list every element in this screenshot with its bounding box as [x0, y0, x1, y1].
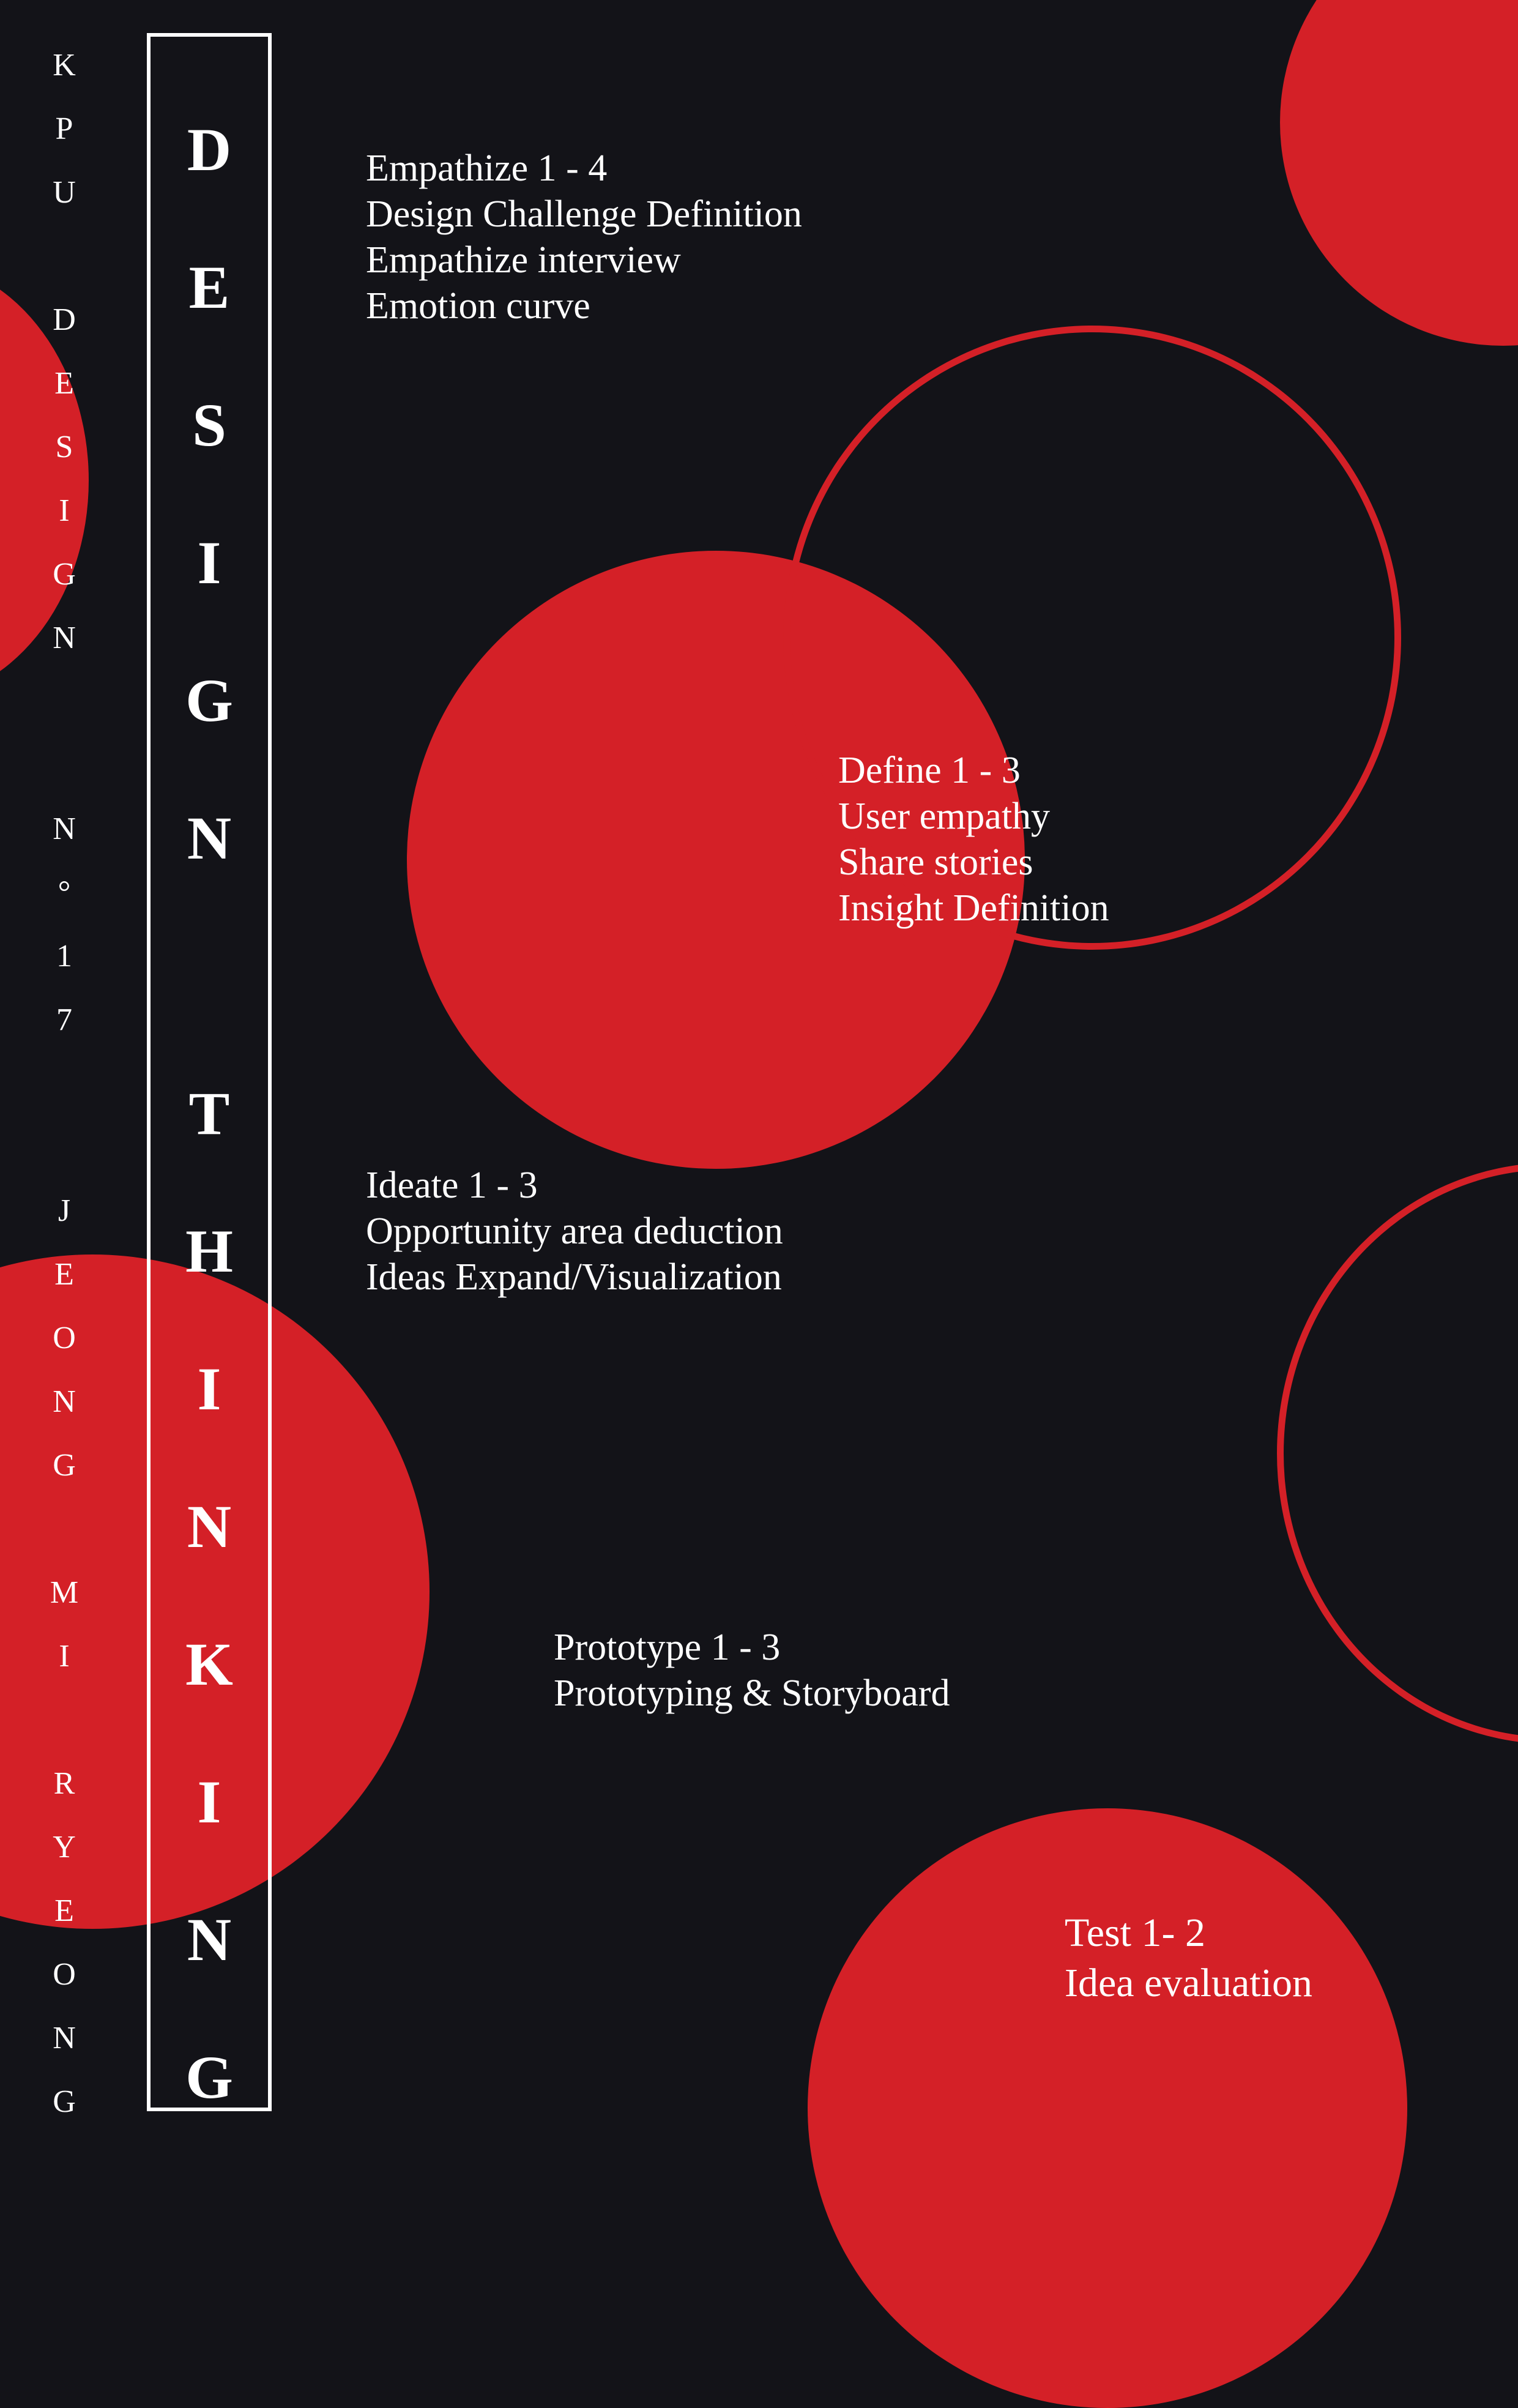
credit-letter: K: [53, 48, 76, 83]
stage-test: Test 1- 2 Idea evaluation: [1065, 1908, 1312, 2008]
title-letter: I: [197, 529, 221, 597]
credit-letter: E: [54, 1893, 74, 1928]
credit-letter: G: [53, 557, 76, 592]
credit-letter: M: [50, 1575, 79, 1610]
credit-letter: 7: [56, 1002, 72, 1037]
credit-letter: P: [55, 111, 73, 146]
stage-item: User empathy: [838, 796, 1051, 837]
credit-letter: Y: [53, 1830, 76, 1865]
title-letter: S: [192, 391, 226, 459]
stage-heading: Prototype 1 - 3: [554, 1627, 781, 1668]
decorative-ring-right: [1277, 1163, 1518, 1744]
title-letter: N: [187, 1906, 232, 1974]
credit-letter: N: [53, 2021, 76, 2056]
title-letter: I: [197, 1355, 221, 1423]
credit-letter: E: [54, 366, 74, 401]
credit-letter: O: [53, 1321, 76, 1355]
credit-letter: 1: [56, 939, 72, 974]
credit-letter: R: [53, 1766, 75, 1801]
stage-item: Prototyping & Storyboard: [554, 1672, 950, 1714]
decorative-circle-top-right: [1280, 0, 1518, 346]
stage-item: Empathize interview: [366, 239, 681, 281]
stage-prototype: Prototype 1 - 3 Prototyping & Storyboard: [554, 1625, 950, 1717]
title-letter: T: [188, 1079, 230, 1147]
stage-item: Emotion curve: [366, 285, 590, 327]
title-letter: I: [197, 1768, 221, 1836]
credit-letter: N: [53, 621, 76, 655]
stage-heading: Define 1 - 3: [838, 750, 1021, 791]
stage-define: Define 1 - 3 User empathy Share stories …: [838, 748, 1109, 931]
credit-letter: J: [58, 1193, 71, 1228]
title-letter: H: [185, 1217, 233, 1285]
credit-letter: G: [53, 2084, 76, 2119]
credit-letter: °: [58, 875, 71, 910]
title-letter: K: [185, 1630, 233, 1698]
credit-letter: O: [53, 1957, 76, 1992]
stage-item: Ideas Expand/Visualization: [366, 1256, 782, 1298]
credit-letter: I: [59, 493, 70, 528]
credit-letter: D: [53, 302, 76, 337]
stage-item: Idea evaluation: [1065, 1961, 1312, 2005]
stage-item: Design Challenge Definition: [366, 193, 802, 235]
stage-item: Insight Definition: [838, 887, 1109, 929]
stage-ideate: Ideate 1 - 3 Opportunity area deduction …: [366, 1163, 783, 1300]
stage-heading: Ideate 1 - 3: [366, 1165, 538, 1206]
title-letter: E: [188, 253, 230, 321]
title-letter: G: [185, 2043, 233, 2111]
credit-letter: N: [53, 1384, 76, 1419]
stage-empathize: Empathize 1 - 4 Design Challenge Definit…: [366, 146, 802, 329]
credit-letter: N: [53, 811, 76, 846]
stage-item: Share stories: [838, 841, 1033, 883]
decorative-circle-bottom: [808, 1808, 1407, 2408]
credit-letter: G: [53, 1448, 76, 1483]
title-box: D E S I G N T H I N K I N G: [147, 33, 272, 2111]
title-letter: G: [185, 666, 233, 734]
credit-letter: U: [53, 175, 76, 210]
title-letter: N: [187, 1493, 232, 1560]
title-letter: D: [187, 116, 232, 184]
side-credit: K P U D E S I G N N ° 1 7 J E O N G M I …: [37, 34, 92, 2134]
credit-letter: E: [54, 1257, 74, 1292]
stage-heading: Empathize 1 - 4: [366, 147, 608, 189]
title-letter: N: [187, 804, 232, 872]
stage-item: Opportunity area deduction: [366, 1210, 783, 1252]
decorative-ring-center: [783, 326, 1401, 950]
credit-letter: I: [59, 1639, 70, 1674]
stage-heading: Test 1- 2: [1065, 1910, 1206, 1955]
credit-letter: S: [55, 430, 73, 464]
title-vertical: D E S I G N T H I N K I N G: [151, 110, 268, 2175]
